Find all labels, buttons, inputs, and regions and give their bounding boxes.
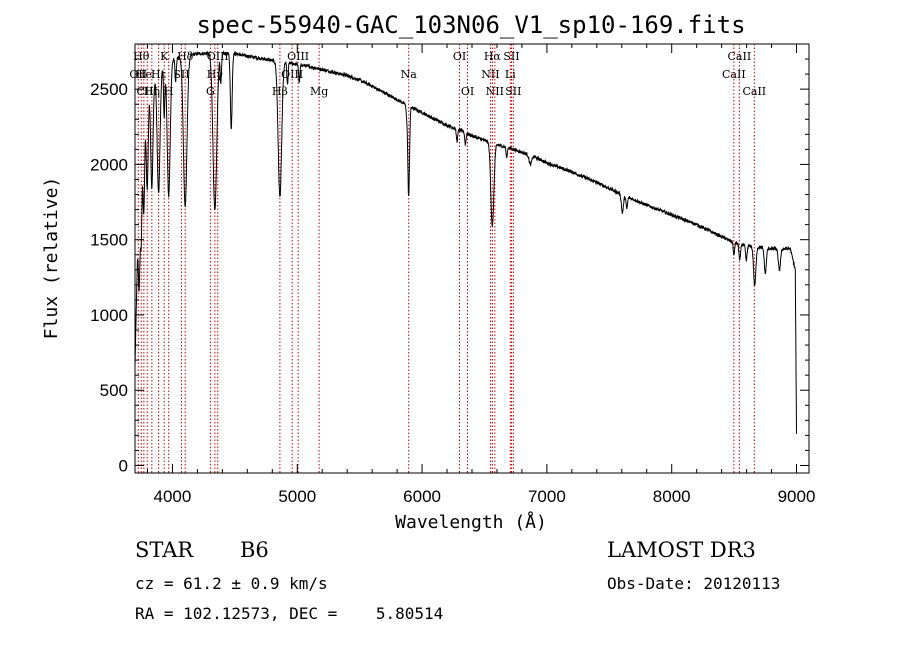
line-marker-label: SII xyxy=(505,85,521,98)
x-tick-label: 5000 xyxy=(278,487,316,506)
x-axis-label: Wavelength (Å) xyxy=(395,511,547,533)
line-marker-label: Hε xyxy=(151,68,167,81)
x-tick-label: 6000 xyxy=(403,487,441,506)
spectrum-line xyxy=(134,50,797,434)
line-marker-labels: OIIHθHeCIIIHηHεKHSIIHδGHγOIIIHβOIIIOIIIM… xyxy=(129,50,766,98)
line-marker-label: CaII xyxy=(742,85,766,98)
line-marker-label: CaII xyxy=(722,68,746,81)
y-tick-label: 2500 xyxy=(90,80,128,99)
coordinates: RA = 102.12573, DEC = 5.80514 xyxy=(135,604,444,623)
y-axis: 0 500 1000 1500 2000 2500 xyxy=(90,58,809,475)
x-tick-label: 9000 xyxy=(778,487,816,506)
line-marker-label: G xyxy=(206,85,215,98)
y-tick-label: 0 xyxy=(119,456,128,475)
line-marker-label: Hθ xyxy=(133,50,150,63)
line-marker-label: Hδ xyxy=(177,50,194,63)
line-marker-label: NII xyxy=(486,85,504,98)
y-tick-label: 2000 xyxy=(90,155,128,174)
x-tick-label: 7000 xyxy=(528,487,566,506)
line-marker-label: H xyxy=(164,85,174,98)
line-markers xyxy=(137,44,755,473)
line-marker-label: CaII xyxy=(728,50,752,63)
object-class: STAR xyxy=(135,538,194,562)
x-axis: 4000 5000 6000 7000 8000 9000 xyxy=(146,44,816,506)
line-marker-label: Na xyxy=(401,68,418,81)
y-tick-label: 500 xyxy=(100,381,128,400)
line-marker-label: Hα xyxy=(484,50,502,63)
line-marker-label: OI xyxy=(453,50,466,63)
plot-frame xyxy=(134,43,810,474)
obs-date: Obs-Date: 20120113 xyxy=(607,574,781,593)
line-marker-label: Li xyxy=(505,68,516,81)
y-tick-label: 1000 xyxy=(90,306,128,325)
x-tick-label: 4000 xyxy=(154,487,192,506)
line-marker-label: K xyxy=(160,50,169,63)
y-tick-label: 1500 xyxy=(90,231,128,250)
line-marker-label: Mg xyxy=(310,85,328,98)
redshift-value: cz = 61.2 ± 0.9 km/s xyxy=(135,574,328,593)
spectrum-line-group xyxy=(134,50,797,434)
chart-title: spec-55940-GAC_103N06_V1_sp10-169.fits xyxy=(196,11,745,39)
line-marker-label: OI xyxy=(461,85,474,98)
survey-name: LAMOST DR3 xyxy=(607,538,756,562)
line-marker-label: CIII xyxy=(137,85,158,98)
line-marker-label: Hβ xyxy=(272,85,288,98)
object-subclass: B6 xyxy=(240,538,269,562)
line-marker-label: NII xyxy=(481,68,499,81)
line-marker-label: Hη xyxy=(144,85,160,98)
line-marker-label: SII xyxy=(503,50,519,63)
x-tick-label: 8000 xyxy=(653,487,691,506)
line-marker-label: OIII xyxy=(287,50,309,63)
line-marker-label: He xyxy=(136,68,152,81)
y-axis-label: Flux (relative) xyxy=(41,177,62,340)
